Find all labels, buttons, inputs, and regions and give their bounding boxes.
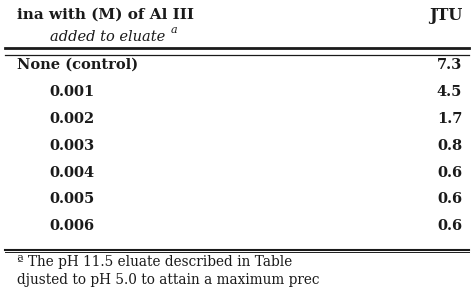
Text: 4.5: 4.5 xyxy=(437,85,462,99)
Text: 0.002: 0.002 xyxy=(50,112,95,126)
Text: a: a xyxy=(171,25,177,35)
Text: 0.6: 0.6 xyxy=(437,166,462,179)
Text: None (control): None (control) xyxy=(17,58,138,72)
Text: 0.001: 0.001 xyxy=(50,85,95,99)
Text: added to eluate: added to eluate xyxy=(50,30,165,44)
Text: 7.3: 7.3 xyxy=(437,58,462,72)
Text: 0.6: 0.6 xyxy=(437,192,462,206)
Text: ina with (M) of Al III: ina with (M) of Al III xyxy=(17,7,193,21)
Text: 0.8: 0.8 xyxy=(437,139,462,153)
Text: 0.006: 0.006 xyxy=(50,219,95,233)
Text: ª The pH 11.5 eluate described in Table: ª The pH 11.5 eluate described in Table xyxy=(17,255,292,269)
Text: JTU: JTU xyxy=(429,7,462,24)
Text: 0.004: 0.004 xyxy=(50,166,95,179)
Text: 0.003: 0.003 xyxy=(50,139,95,153)
Text: 0.005: 0.005 xyxy=(50,192,95,206)
Text: 1.7: 1.7 xyxy=(437,112,462,126)
Text: 0.6: 0.6 xyxy=(437,219,462,233)
Text: djusted to pH 5.0 to attain a maximum prec: djusted to pH 5.0 to attain a maximum pr… xyxy=(17,273,319,287)
